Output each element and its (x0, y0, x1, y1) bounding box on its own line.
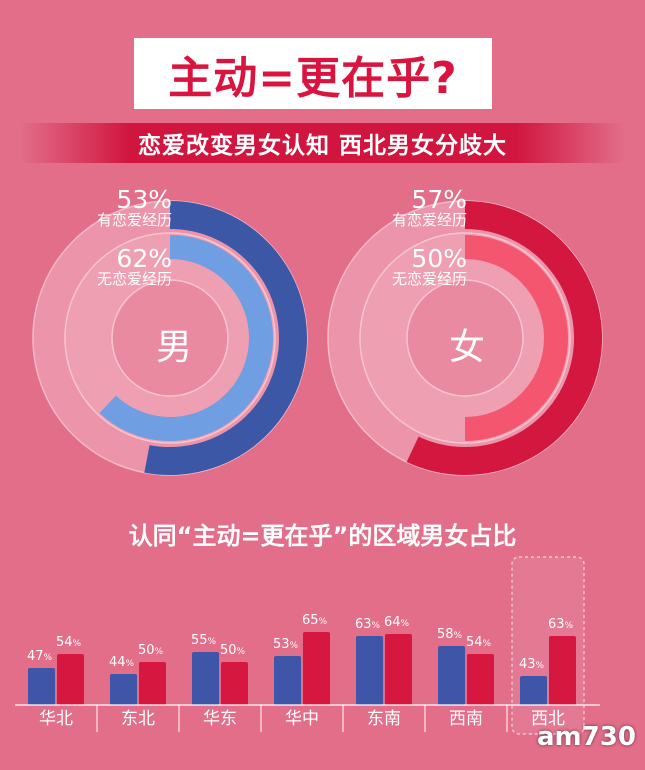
highlight-box-西北 (511, 556, 585, 735)
bar-value-西南-0: 58% (437, 627, 463, 642)
female-inner-legend: 50% 无恋爱经历 (335, 246, 467, 288)
male-inner-label: 无恋爱经历 (96, 270, 172, 288)
watermark-logo: am730 (537, 722, 636, 752)
category-label-东北: 东北 (121, 709, 155, 729)
bar-value-东北-0: 44% (109, 655, 135, 670)
donut-inner-arc (464, 235, 568, 441)
donut-charts (32, 200, 603, 476)
male-outer-legend: 53% 有恋爱经历 (40, 187, 172, 229)
page-title: 主动=更在乎? (168, 52, 458, 104)
male-inner-percent: 62% (116, 244, 172, 273)
male-outer-percent: 53% (116, 185, 172, 214)
bar-西南-1 (467, 654, 494, 705)
bar-value-华北-0: 47% (27, 649, 53, 664)
donut-inner-arc (99, 235, 273, 441)
category-label-华中: 华中 (285, 709, 319, 729)
female-inner-label: 无恋爱经历 (391, 270, 467, 288)
female-outer-label: 有恋爱经历 (391, 211, 467, 229)
bar-value-华东-0: 55% (191, 633, 217, 648)
female-inner-percent: 50% (411, 244, 467, 273)
female-outer-legend: 57% 有恋爱经历 (335, 187, 467, 229)
bar-东南-0 (356, 636, 383, 705)
bar-华东-0 (192, 652, 219, 705)
bar-value-华东-1: 50% (220, 643, 246, 658)
male-inner-legend: 62% 无恋爱经历 (40, 246, 172, 288)
bar-东北-1 (139, 662, 166, 705)
category-label-华东: 华东 (203, 709, 237, 729)
donut-outer-arc (406, 201, 603, 475)
category-label-西南: 西南 (449, 709, 483, 729)
donut-center (407, 280, 523, 396)
donut-center-ring-line (406, 279, 524, 397)
subtitle-banner: 恋爱改变男女认知 西北男女分歧大 (20, 123, 625, 163)
bar-value-东南-0: 63% (355, 617, 381, 632)
bar-东北-0 (110, 674, 137, 705)
bar-华中-0 (274, 656, 301, 705)
male-donut (32, 200, 308, 476)
male-outer-label: 有恋爱经历 (96, 211, 172, 229)
donut-center (112, 280, 228, 396)
bar-value-华中-0: 53% (273, 637, 299, 652)
bar-value-华中-1: 65% (302, 613, 328, 628)
male-label: 男 (155, 327, 192, 368)
female-label: 女 (448, 327, 485, 368)
page-subtitle: 恋爱改变男女认知 西北男女分歧大 (137, 133, 507, 159)
bar-西北-0 (520, 676, 547, 705)
bar-value-西北-1: 63% (548, 617, 574, 632)
donut-center-ring-line (111, 279, 229, 397)
donut-outer-arc (144, 201, 307, 475)
bar-value-西南-1: 54% (466, 635, 492, 650)
bar-value-华北-1: 54% (56, 635, 82, 650)
female-outer-percent: 57% (411, 185, 467, 214)
donut-mid-ring-line (64, 232, 276, 444)
bar-东南-1 (385, 634, 412, 705)
bar-华北-1 (57, 654, 84, 705)
female-donut (327, 200, 603, 476)
category-label-华北: 华北 (39, 709, 73, 729)
title-box: 主动=更在乎? (134, 38, 492, 109)
bar-value-东南-1: 64% (384, 615, 410, 630)
bar-value-西北-0: 43% (519, 657, 545, 672)
bar-华东-1 (221, 662, 248, 705)
category-label-东南: 东南 (367, 709, 401, 729)
bar-华北-0 (28, 668, 55, 705)
bar-value-东北-1: 50% (138, 643, 164, 658)
bar-chart-title: 认同“主动=更在乎”的区域男女占比 (128, 522, 517, 550)
bar-西北-1 (549, 636, 576, 705)
bar-华中-1 (303, 632, 330, 705)
donut-mid-ring-line (359, 232, 571, 444)
bar-西南-0 (438, 646, 465, 705)
